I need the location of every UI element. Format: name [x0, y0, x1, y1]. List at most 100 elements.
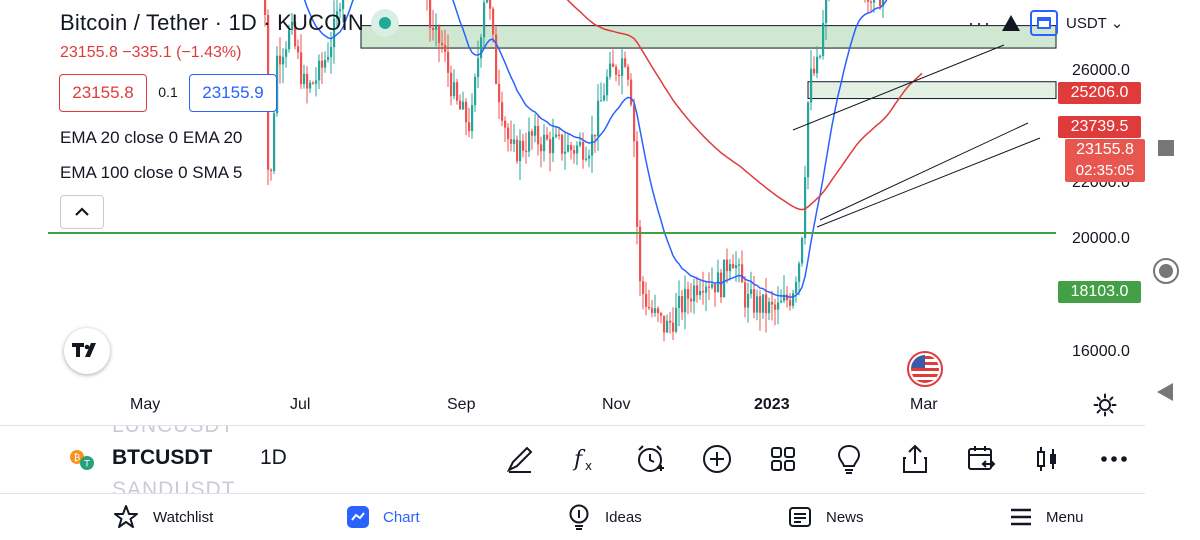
candle-body [639, 226, 642, 282]
window-icon[interactable] [1029, 10, 1058, 36]
sell-price-button[interactable]: 23155.8 [59, 74, 147, 112]
candle-body [318, 60, 321, 81]
nav-news[interactable]: News [788, 502, 864, 532]
tradingview-logo-icon[interactable] [64, 328, 110, 374]
indicator-ema100[interactable]: EMA 100 close 0 SMA 5 [60, 163, 243, 182]
candle-body [591, 134, 594, 156]
candle-body [678, 296, 681, 308]
level-tag-23739[interactable]: 23739.5 [1058, 116, 1141, 138]
candle-body [879, 0, 882, 7]
candle-body [762, 294, 765, 313]
ema100-line [566, 0, 923, 211]
candle-body [531, 131, 534, 136]
candle-body [432, 27, 435, 30]
nav-label: News [826, 508, 864, 526]
candle-body [543, 134, 546, 152]
candle-body [792, 293, 795, 306]
nav-ideas[interactable]: Ideas [567, 502, 642, 532]
share-icon[interactable] [898, 442, 932, 476]
candle-body [534, 125, 537, 136]
candle-body [801, 238, 804, 264]
candle-body [660, 313, 663, 316]
candle-body [489, 0, 492, 9]
candle-body [537, 125, 540, 145]
currency-selector[interactable]: USDT ⌄ [1065, 15, 1124, 32]
svg-text:f: f [572, 447, 586, 472]
candle-body [630, 79, 633, 105]
candle-body [552, 136, 555, 154]
candle-body [768, 301, 771, 314]
candle-body [438, 25, 441, 44]
candle-body [330, 47, 333, 57]
timeframe-selector[interactable]: 1D [260, 446, 287, 469]
candle-body [618, 74, 621, 77]
level-tag-18103[interactable]: 18103.0 [1058, 281, 1141, 303]
candle-body [822, 22, 825, 56]
candle-body [327, 56, 330, 60]
level-tag-25206[interactable]: 25206.0 [1058, 82, 1141, 104]
add-plus-icon[interactable] [700, 442, 734, 476]
chart-area[interactable] [0, 0, 1145, 425]
candle-body [435, 25, 438, 30]
collapse-legend-button[interactable] [60, 195, 104, 229]
nav-label: Watchlist [153, 508, 214, 526]
candle-body [702, 290, 705, 293]
symbol-name[interactable]: BTCUSDT [112, 446, 213, 469]
nav-label: Chart [383, 508, 420, 526]
candle-body [753, 289, 756, 313]
more-horizontal-icon[interactable]: ··· [968, 12, 992, 33]
indicator-ema20[interactable]: EMA 20 close 0 EMA 20 [60, 128, 243, 147]
previous-symbol[interactable]: LUNCUSDT [112, 425, 235, 437]
candle-body [561, 134, 564, 154]
time-tick: 2023 [754, 396, 790, 413]
chart-settings-icon[interactable] [1093, 393, 1117, 417]
candle-body [669, 320, 672, 323]
candle-body [564, 151, 567, 154]
nav-menu[interactable]: Menu [1010, 502, 1084, 532]
layouts-grid-icon[interactable] [766, 442, 800, 476]
hamburger-icon [1011, 508, 1031, 526]
candle-body [324, 59, 327, 68]
candle-body [576, 145, 579, 154]
last-price-tag[interactable]: 23155.8 [1065, 139, 1145, 161]
candle-body [441, 43, 444, 46]
alert-clock-icon[interactable] [634, 442, 668, 476]
replay-calendar-icon[interactable] [964, 442, 998, 476]
candle-body [723, 259, 726, 298]
triangle-warning-icon[interactable] [1000, 13, 1022, 33]
market-status-dot[interactable] [371, 9, 399, 37]
candle-body [813, 68, 816, 74]
candle-type-icon[interactable] [1030, 442, 1064, 476]
draw-pen-icon[interactable] [503, 442, 537, 476]
candle-body [612, 63, 615, 67]
candle-body [303, 73, 306, 85]
ideas-bulb-icon[interactable] [832, 442, 866, 476]
more-icon[interactable] [1097, 442, 1131, 476]
candle-body [624, 58, 627, 67]
nav-chart[interactable]: Chart [347, 502, 420, 532]
candle-body [498, 83, 501, 103]
candle-body [264, 0, 267, 16]
price-chart[interactable] [0, 0, 1145, 425]
candle-body [654, 308, 657, 313]
candle-body [816, 56, 819, 74]
candle-body [681, 296, 684, 313]
trend-line [816, 137, 1041, 228]
candle-body [567, 144, 570, 152]
candle-body [798, 263, 801, 282]
candle-body [780, 300, 783, 303]
candle-body [540, 144, 543, 152]
us-flag-icon[interactable] [907, 351, 943, 387]
nav-watchlist[interactable]: Watchlist [113, 502, 213, 532]
back-icon[interactable] [1157, 383, 1173, 401]
recent-apps-icon[interactable] [1158, 140, 1174, 156]
buy-price-button[interactable]: 23155.9 [189, 74, 277, 112]
candle-body [549, 139, 552, 154]
candle-body [315, 80, 318, 84]
candle-body [585, 158, 588, 160]
home-icon[interactable] [1153, 258, 1179, 284]
ema20-line [303, 0, 888, 298]
next-symbol[interactable]: SANDUSDT [112, 478, 236, 493]
